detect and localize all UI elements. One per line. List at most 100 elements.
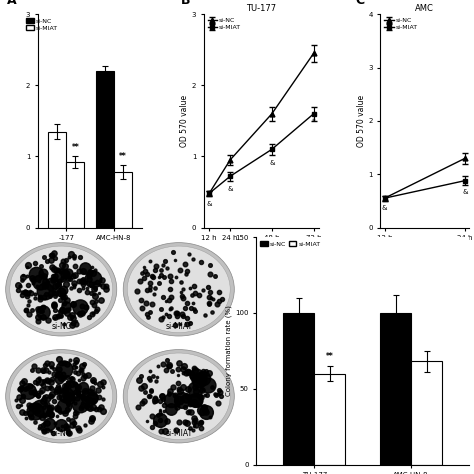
Point <box>40 393 47 401</box>
Text: &: & <box>228 186 233 192</box>
Point <box>191 366 199 374</box>
Point <box>17 385 25 392</box>
Point <box>182 369 189 376</box>
Point <box>47 363 55 371</box>
Point <box>215 386 222 393</box>
Point <box>181 418 189 425</box>
Point <box>196 392 204 400</box>
Point <box>76 400 83 408</box>
Point <box>41 277 48 284</box>
Point <box>34 306 42 313</box>
Point <box>186 284 194 292</box>
Point <box>26 297 33 305</box>
Point <box>143 300 150 307</box>
Point <box>50 265 58 273</box>
Point <box>18 396 26 404</box>
Point <box>52 371 60 379</box>
Point <box>60 307 68 315</box>
Point <box>57 312 65 320</box>
Point <box>206 261 213 268</box>
Point <box>91 279 98 286</box>
Point <box>166 286 174 293</box>
Point <box>144 310 151 318</box>
Point <box>70 419 78 427</box>
Point <box>51 386 58 394</box>
Point <box>37 388 45 396</box>
Point <box>64 395 72 402</box>
Point <box>47 256 55 264</box>
Point <box>50 365 58 373</box>
Point <box>71 380 79 387</box>
Point <box>192 371 200 378</box>
Point <box>191 396 199 403</box>
Point <box>53 371 61 379</box>
Point <box>70 254 78 262</box>
Point <box>55 312 62 320</box>
Point <box>88 310 96 318</box>
Point <box>179 383 187 391</box>
Point <box>200 374 208 382</box>
Point <box>49 272 56 279</box>
Point <box>141 389 149 396</box>
Point <box>86 405 93 412</box>
Point <box>81 421 89 429</box>
Ellipse shape <box>10 246 113 333</box>
Point <box>44 419 51 426</box>
Point <box>155 273 163 281</box>
Point <box>82 402 90 410</box>
Point <box>184 408 191 415</box>
Point <box>53 405 61 412</box>
Point <box>151 284 159 292</box>
Point <box>54 265 62 273</box>
Point <box>57 374 65 382</box>
Point <box>135 376 143 384</box>
Point <box>160 407 167 415</box>
Point <box>172 309 180 317</box>
Point <box>79 280 87 287</box>
Point <box>55 375 63 383</box>
Point <box>202 367 210 375</box>
Y-axis label: OD 570 value: OD 570 value <box>356 95 365 147</box>
Point <box>69 319 76 327</box>
Point <box>143 417 151 424</box>
Point <box>91 301 98 309</box>
Point <box>53 372 61 379</box>
Point <box>50 301 58 309</box>
Point <box>158 392 166 400</box>
Point <box>67 384 74 392</box>
Point <box>15 402 22 410</box>
Point <box>86 268 94 275</box>
Point <box>35 392 42 399</box>
Point <box>48 390 56 398</box>
Point <box>147 388 155 395</box>
Point <box>40 280 48 287</box>
Point <box>85 390 93 398</box>
Point <box>70 364 78 371</box>
Text: si-MIAT: si-MIAT <box>165 322 192 331</box>
Point <box>70 283 78 291</box>
Point <box>21 288 28 296</box>
Point <box>157 266 164 273</box>
Point <box>23 292 30 300</box>
Point <box>46 392 54 400</box>
Point <box>23 289 31 297</box>
Point <box>60 299 67 307</box>
Point <box>102 285 109 293</box>
Point <box>89 263 96 270</box>
Point <box>74 383 82 391</box>
Point <box>50 249 58 257</box>
Point <box>43 359 51 367</box>
Point <box>204 283 212 291</box>
Point <box>199 406 206 414</box>
Point <box>156 398 164 405</box>
Point <box>70 423 78 430</box>
Point <box>201 406 209 414</box>
Point <box>62 262 69 270</box>
Point <box>40 427 47 434</box>
Point <box>44 316 52 323</box>
Point <box>165 362 173 370</box>
Point <box>191 364 198 372</box>
Point <box>71 252 78 260</box>
Point <box>59 293 66 301</box>
Point <box>58 262 66 269</box>
